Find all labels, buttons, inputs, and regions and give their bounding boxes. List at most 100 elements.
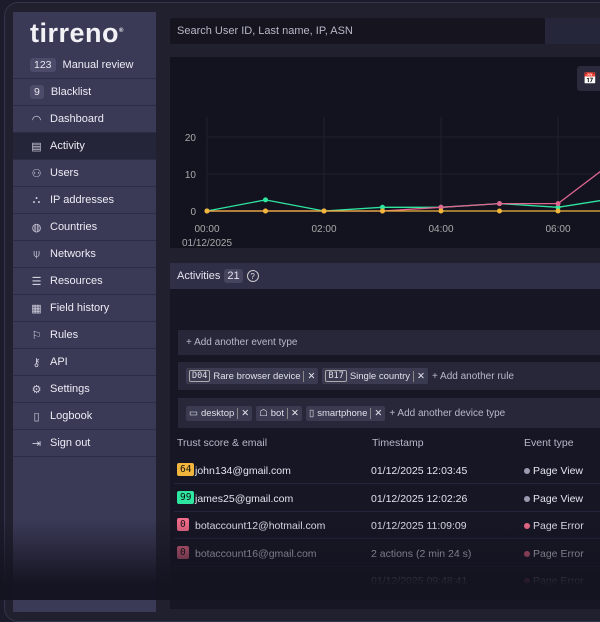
close-icon[interactable]: ✕ xyxy=(413,370,425,382)
sidebar-item-activity[interactable]: ▤ Activity xyxy=(13,133,156,160)
sidebar-item-api[interactable]: ⚷ API xyxy=(13,349,156,376)
device-label: smartphone xyxy=(317,407,368,419)
column-header-event-type[interactable]: Event type xyxy=(524,437,574,449)
timestamp: 01/12/2025 12:02:26 xyxy=(371,492,468,505)
y-tick-label: 0 xyxy=(190,207,196,218)
toolbar xyxy=(545,18,600,44)
data-point xyxy=(204,208,210,214)
data-point xyxy=(438,208,444,214)
sidebar-item-settings[interactable]: ⚙ Settings xyxy=(13,376,156,403)
data-point xyxy=(321,208,327,214)
sidebar-item-rules[interactable]: ⚐ Rules xyxy=(13,322,156,349)
event-type: Page View xyxy=(524,493,583,505)
sidebar-item-label: IP addresses xyxy=(50,194,115,206)
data-point xyxy=(380,204,385,210)
data-point xyxy=(438,204,444,210)
x-tick-label: 06:00 xyxy=(545,224,570,235)
sidebar-item-label: Dashboard xyxy=(50,113,104,125)
bot-icon: ☖ xyxy=(259,407,268,419)
sidebar-item-dashboard[interactable]: ◠ Dashboard xyxy=(13,106,156,133)
device-filter[interactable]: ▭ desktop ✕ ☖ bot ✕ ▯ smartphone ✕ + Add another … xyxy=(178,398,600,428)
trust-score-badge: 99 xyxy=(177,490,195,504)
sidebar-item-countries[interactable]: ◍ Countries xyxy=(13,214,156,241)
desktop-icon: ▭ xyxy=(189,407,198,419)
event-type-filter[interactable]: + Add another event type xyxy=(178,330,600,355)
y-tick-label: 20 xyxy=(185,133,197,144)
bottom-fade xyxy=(0,520,600,600)
sidebar-item-label: Blacklist xyxy=(50,86,92,98)
clipboard-icon: ▤ xyxy=(31,140,42,153)
sidebar-item-label: API xyxy=(50,356,68,368)
sidebar-item-label: Sign out xyxy=(50,437,91,449)
flag-icon: ⚐ xyxy=(31,329,42,342)
key-icon: ⚷ xyxy=(32,356,41,369)
document-icon: ▦ xyxy=(31,302,42,315)
help-icon[interactable]: ? xyxy=(246,270,259,282)
timestamp: 01/12/2025 12:03:45 xyxy=(371,465,468,477)
email[interactable]: james25@gmail.com xyxy=(195,492,294,505)
count-badge: 9 xyxy=(30,85,44,99)
column-header-trust-email[interactable]: Trust score & email xyxy=(177,437,268,449)
sidebar: tirreno® 123 Manual review 9 Blacklist ◠ Dash… xyxy=(13,12,156,612)
event-type: Page View xyxy=(524,465,583,477)
sidebar-item-label: Resources xyxy=(50,275,103,287)
x-tick-label: 02:00 xyxy=(311,224,336,235)
rule-label: Single country xyxy=(349,370,411,382)
close-icon[interactable]: ✕ xyxy=(303,370,315,382)
close-icon[interactable]: ✕ xyxy=(370,407,382,419)
data-point xyxy=(497,208,502,214)
rule-filter[interactable]: D04 Rare browser device ✕ B17 Single country… xyxy=(178,362,600,390)
data-point xyxy=(555,208,561,214)
sidebar-item-label: Countries xyxy=(50,221,98,233)
sidebar-item-label: Settings xyxy=(50,383,90,395)
smartphone-icon: ▯ xyxy=(308,407,315,419)
add-device-type[interactable]: + Add another device type xyxy=(389,407,506,419)
series-line-0 xyxy=(206,199,600,212)
sidebar-item-users[interactable]: ⚇ Users xyxy=(13,160,156,187)
count-badge: 123 xyxy=(30,58,56,72)
sidebar-item-label: Users xyxy=(50,167,79,179)
rule-code: D04 xyxy=(189,370,211,382)
sidebar-item-sign-out[interactable]: ⇥ Sign out xyxy=(13,430,156,457)
close-icon[interactable]: ✕ xyxy=(237,407,249,419)
server-icon: ☰ xyxy=(31,275,42,288)
sidebar-item-resources[interactable]: ☰ Resources xyxy=(13,268,156,295)
add-rule[interactable]: + Add another rule xyxy=(431,370,514,382)
sidebar-item-blacklist[interactable]: 9 Blacklist xyxy=(13,79,156,106)
device-chip: ▭ desktop ✕ xyxy=(186,405,253,421)
status-dot xyxy=(524,495,530,502)
data-point xyxy=(380,208,385,214)
calendar-button[interactable]: 📅 xyxy=(577,66,600,91)
rule-code: B17 xyxy=(325,370,347,382)
book-icon: ▯ xyxy=(33,410,40,423)
add-event-type[interactable]: + Add another event type xyxy=(186,337,298,348)
logo[interactable]: tirreno® xyxy=(30,18,124,48)
table-row[interactable]: 99 james25@gmail.com 01/12/2025 12:02:26… xyxy=(174,485,600,512)
sidebar-item-manual-review[interactable]: 123 Manual review xyxy=(13,52,156,79)
close-icon[interactable]: ✕ xyxy=(286,407,299,419)
email[interactable]: john134@gmail.com xyxy=(195,465,291,477)
table-row[interactable]: 64 john134@gmail.com 01/12/2025 12:03:45… xyxy=(174,457,600,484)
sidebar-item-ip-addresses[interactable]: ⛬ IP addresses xyxy=(13,187,156,214)
series-line-1 xyxy=(207,170,600,212)
data-point xyxy=(497,201,502,207)
data-point xyxy=(263,208,268,214)
rule-chip: B17 Single country ✕ xyxy=(322,368,428,384)
y-tick-label: 10 xyxy=(185,170,197,181)
column-header-timestamp[interactable]: Timestamp xyxy=(372,437,424,449)
status-dot xyxy=(524,468,530,474)
sidebar-item-field-history[interactable]: ▦ Field history xyxy=(13,295,156,322)
activities-count: 21 xyxy=(224,269,243,283)
x-tick-label: 00:00 xyxy=(194,224,219,235)
device-label: desktop xyxy=(200,407,235,419)
x-sub-label: 01/12/2025 xyxy=(182,238,232,248)
sidebar-item-networks[interactable]: ⍦ Networks xyxy=(13,241,156,268)
sidebar-item-logbook[interactable]: ▯ Logbook xyxy=(13,403,156,430)
device-chip: ☖ bot ✕ xyxy=(256,405,302,421)
antenna-icon: ⍦ xyxy=(33,247,40,260)
search-input[interactable]: Search User ID, Last name, IP, ASN xyxy=(170,18,545,44)
sidebar-item-label: Field history xyxy=(50,302,110,314)
users-icon: ⚇ xyxy=(31,167,42,180)
device-label: bot xyxy=(270,407,284,419)
data-point xyxy=(263,197,268,203)
